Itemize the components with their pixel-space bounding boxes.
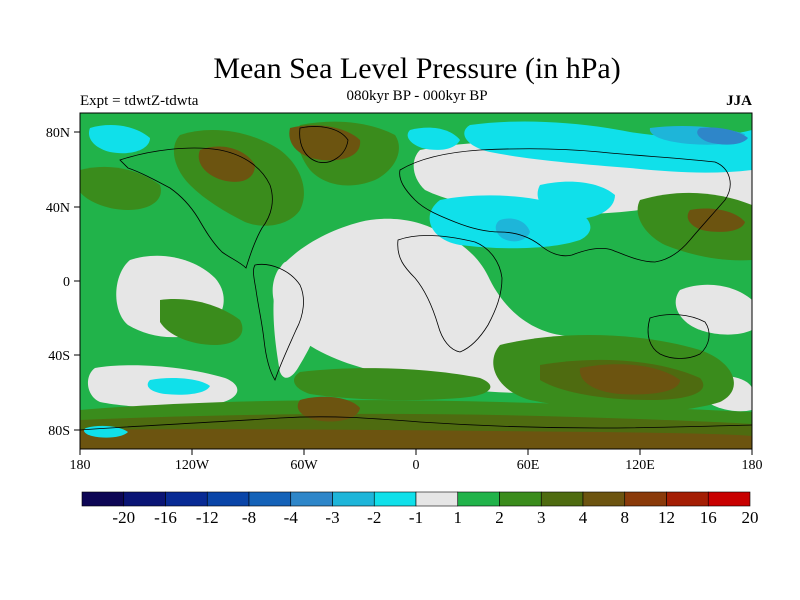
field-pos4-weddell bbox=[297, 396, 360, 422]
colorbar-swatch bbox=[165, 491, 208, 507]
lon-tick-label: 120W bbox=[175, 458, 210, 473]
colorbar-label: -8 bbox=[242, 508, 256, 527]
colorbar-swatch bbox=[582, 491, 626, 507]
map-field bbox=[80, 113, 752, 449]
colorbar-label: -3 bbox=[325, 508, 339, 527]
lat-axis: 80N 40N 0 40S 80S bbox=[46, 126, 80, 439]
coast-south-america bbox=[253, 263, 304, 381]
field-neg1-south-pacific bbox=[147, 378, 210, 395]
coast-africa bbox=[397, 235, 503, 353]
lon-tick-label: 120E bbox=[625, 458, 655, 473]
lat-tick-label: 0 bbox=[63, 275, 70, 290]
coast-antarctica bbox=[80, 416, 752, 431]
lat-tick-label: 40S bbox=[48, 349, 70, 364]
colorbar-label: 8 bbox=[621, 508, 630, 527]
colorbar-label: 3 bbox=[537, 508, 546, 527]
lat-tick-label: 80N bbox=[46, 126, 70, 141]
colorbar-swatch bbox=[81, 491, 125, 507]
experiment-label: Expt = tdwtZ-tdwta bbox=[80, 93, 199, 109]
colorbar-label: 20 bbox=[742, 508, 759, 527]
colorbar-swatch bbox=[415, 491, 459, 507]
lon-tick-label: 180 bbox=[742, 458, 763, 473]
field-neutral-south-america bbox=[273, 261, 323, 378]
season-label: JJA bbox=[726, 93, 752, 109]
coastlines bbox=[80, 126, 752, 431]
colorbar-label: -2 bbox=[367, 508, 381, 527]
map-title: Mean Sea Level Pressure (in hPa) bbox=[213, 52, 621, 85]
colorbar-label: -4 bbox=[284, 508, 299, 527]
lon-tick-label: 60W bbox=[290, 458, 318, 473]
colorbar-label: 16 bbox=[700, 508, 717, 527]
field-neg1-arctic-siberia bbox=[464, 121, 752, 173]
colorbar-swatch bbox=[290, 491, 333, 507]
lon-tick-label: 60E bbox=[517, 458, 540, 473]
lon-tick-label: 0 bbox=[413, 458, 420, 473]
field-neg1-arctic-mid bbox=[407, 127, 460, 150]
colorbar-swatch bbox=[707, 491, 751, 507]
field-pos4-antarctic-patches bbox=[80, 429, 752, 449]
colorbar-swatch bbox=[206, 491, 250, 507]
colorbar-swatch bbox=[123, 491, 166, 507]
colorbar-swatch bbox=[373, 491, 417, 507]
field-neg1-arctic-canada bbox=[88, 125, 150, 154]
colorbar-label: -16 bbox=[154, 508, 177, 527]
colorbar-label: 12 bbox=[658, 508, 675, 527]
colorbar-swatch bbox=[499, 491, 542, 507]
colorbar-label: -1 bbox=[409, 508, 423, 527]
colorbar-label: 4 bbox=[579, 508, 588, 527]
colorbar-swatch bbox=[248, 491, 292, 507]
coast-greenland bbox=[299, 126, 349, 163]
map-subtitle: 080kyr BP - 000kyr BP bbox=[346, 88, 488, 104]
colorbar-swatch bbox=[624, 491, 667, 507]
colorbar-label: -20 bbox=[112, 508, 135, 527]
field-neg1-central-asia bbox=[537, 181, 615, 219]
colorbar-swatch bbox=[666, 491, 709, 507]
colorbar-swatch bbox=[540, 491, 584, 507]
coast-north-america bbox=[119, 147, 273, 269]
lat-tick-label: 80S bbox=[48, 424, 70, 439]
field-neg3-arctic-east bbox=[697, 127, 748, 145]
field-pos4-hudson bbox=[198, 146, 255, 182]
colorbar-label: -12 bbox=[196, 508, 219, 527]
lat-tick-label: 40N bbox=[46, 201, 70, 216]
colorbar-swatch bbox=[457, 491, 500, 507]
field-neutral-west-pacific bbox=[675, 284, 752, 335]
lon-tick-label: 180 bbox=[70, 458, 91, 473]
coast-europe-asia bbox=[399, 148, 731, 263]
colorbar-swatch bbox=[332, 491, 375, 507]
field-pos2-ne-pacific bbox=[80, 166, 161, 210]
field-pos4-south-indian-core bbox=[579, 364, 680, 395]
field-pos2-east-pacific bbox=[160, 299, 243, 345]
field-pos2-south-atlantic bbox=[294, 368, 491, 401]
colorbar: -20 -16 -12 -8 -4 -3 -2 -1 1 2 3 4 8 12 16 20 bbox=[81, 491, 759, 527]
colorbar-label: 1 bbox=[454, 508, 463, 527]
coast-australia bbox=[647, 314, 710, 359]
colorbar-label: 2 bbox=[495, 508, 504, 527]
lon-axis: 180 120W 60W 0 60E 120E 180 bbox=[70, 449, 763, 473]
